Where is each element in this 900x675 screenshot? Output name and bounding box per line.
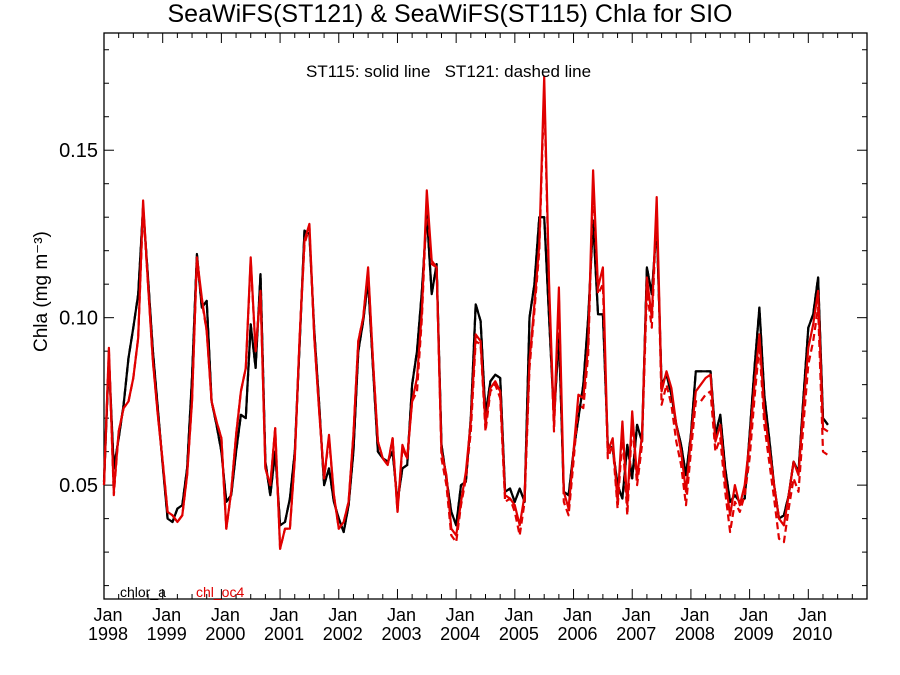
x-tick-label-year: 2010 bbox=[792, 624, 832, 644]
series-line-chl-oc4-solid bbox=[102, 75, 829, 550]
x-tick-label-month: Jan bbox=[387, 605, 416, 625]
x-tick-label-year: 1999 bbox=[147, 624, 187, 644]
x-tick-label-month: Jan bbox=[680, 605, 709, 625]
x-tick-label-month: Jan bbox=[270, 605, 299, 625]
x-tick-label-month: Jan bbox=[446, 605, 475, 625]
x-tick-label-month: Jan bbox=[93, 605, 122, 625]
x-tick-label-month: Jan bbox=[798, 605, 827, 625]
plot-frame bbox=[103, 32, 868, 600]
x-tick-label-year: 1998 bbox=[88, 624, 128, 644]
x-tick-label-month: Jan bbox=[563, 605, 592, 625]
x-tick-label-month: Jan bbox=[328, 605, 357, 625]
chart-title: SeaWiFS(ST121) & SeaWiFS(ST115) Chla for… bbox=[167, 0, 733, 28]
line-style-annotation: ST115: solid line ST121: dashed line bbox=[306, 62, 592, 81]
x-tick-label-year: 2005 bbox=[499, 624, 539, 644]
x-tick-label-month: Jan bbox=[622, 605, 651, 625]
legend-item-chl-oc4: chl_oc4 bbox=[196, 584, 245, 600]
x-tick-label-year: 2008 bbox=[675, 624, 715, 644]
x-tick-label-year: 2003 bbox=[381, 624, 421, 644]
y-tick-labels: 0.05 0.10 0.15 bbox=[59, 140, 98, 497]
x-tick-label-year: 2007 bbox=[616, 624, 656, 644]
x-tick-labels: Jan1998Jan1999Jan2000Jan2001Jan2002Jan20… bbox=[88, 605, 832, 644]
axis-ticks bbox=[103, 33, 868, 599]
x-tick-label-month: Jan bbox=[739, 605, 768, 625]
x-tick-label-month: Jan bbox=[504, 605, 533, 625]
x-tick-label-year: 2002 bbox=[323, 624, 363, 644]
y-tick-label: 0.05 bbox=[59, 475, 98, 497]
x-tick-label-month: Jan bbox=[152, 605, 181, 625]
series-line-chl-oc4-dashed bbox=[102, 88, 829, 550]
x-tick-label-year: 2009 bbox=[734, 624, 774, 644]
x-tick-label-year: 2001 bbox=[264, 624, 304, 644]
y-tick-label: 0.15 bbox=[59, 140, 98, 162]
y-tick-label: 0.10 bbox=[59, 308, 98, 330]
x-tick-label-year: 2006 bbox=[558, 624, 598, 644]
x-tick-label-year: 2004 bbox=[440, 624, 480, 644]
series-lines bbox=[102, 75, 829, 550]
x-tick-label-year: 2000 bbox=[205, 624, 245, 644]
y-axis-label: Chla (mg m⁻³) bbox=[31, 231, 52, 352]
x-tick-label-month: Jan bbox=[211, 605, 240, 625]
legend-item-chlor-a: chlor_a bbox=[120, 584, 166, 600]
